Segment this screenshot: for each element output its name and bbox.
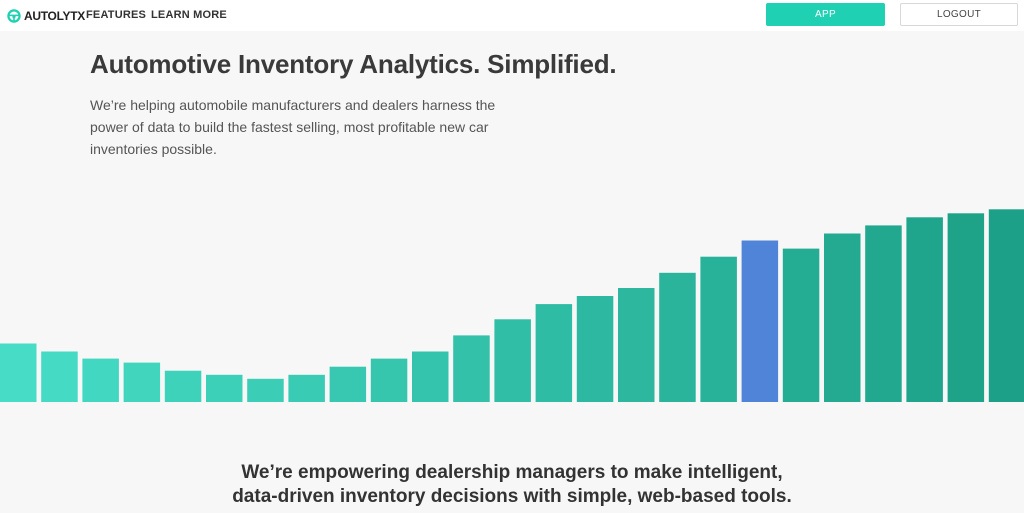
bar <box>576 296 614 402</box>
bar <box>865 225 902 402</box>
bar <box>412 351 449 402</box>
bar <box>618 288 655 402</box>
bar <box>453 335 490 402</box>
bar <box>164 370 202 402</box>
tagline: We’re empowering dealership managers to … <box>0 461 1024 509</box>
bar <box>0 343 37 402</box>
inventory-bar-chart <box>0 209 1024 402</box>
logout-button[interactable]: LOGOUT <box>900 3 1018 26</box>
bar <box>247 378 284 402</box>
hero-title: Automotive Inventory Analytics. Simplifi… <box>90 49 617 79</box>
top-navbar: AUTOLYTX FEATURES LEARN MORE APP LOGOUT <box>0 0 1024 31</box>
bar <box>82 358 119 402</box>
bar <box>288 374 325 402</box>
app-button[interactable]: APP <box>766 3 885 26</box>
bar <box>947 213 985 402</box>
bar <box>206 374 243 402</box>
bar <box>782 248 820 402</box>
bar-highlighted <box>741 240 779 402</box>
tagline-line-1: We’re empowering dealership managers to … <box>241 462 783 483</box>
brand-logo[interactable]: AUTOLYTX <box>7 8 85 23</box>
bar <box>494 319 531 402</box>
bar <box>41 351 78 402</box>
bar <box>370 358 408 402</box>
bar <box>659 272 696 402</box>
bar <box>700 256 737 402</box>
brand-name: AUTOLYTX <box>24 8 85 23</box>
hero-description: We’re helping automobile manufacturers a… <box>90 97 496 157</box>
nav-link-features[interactable]: FEATURES <box>86 9 147 21</box>
bar <box>329 366 367 402</box>
steering-wheel-icon <box>7 8 21 23</box>
nav-link-learn-more[interactable]: LEARN MORE <box>151 9 227 21</box>
bar <box>824 233 861 402</box>
bar <box>906 217 943 402</box>
bar <box>535 304 573 402</box>
bar <box>123 362 161 402</box>
tagline-line-2: data-driven inventory decisions with sim… <box>232 486 792 507</box>
bar <box>988 209 1024 402</box>
